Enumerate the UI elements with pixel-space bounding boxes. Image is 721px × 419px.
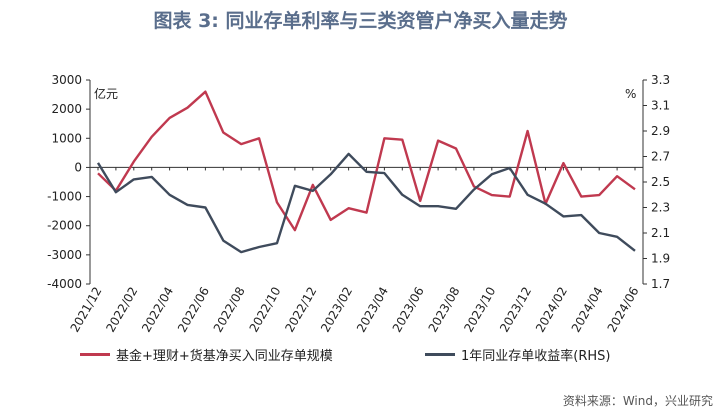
x-tick-label: 2022/08 — [211, 285, 248, 335]
left-tick-label: 1000 — [51, 131, 82, 145]
right-tick-label: 3.3 — [651, 73, 670, 87]
x-tick-label: 2023/06 — [390, 285, 427, 335]
right-tick-label: 1.9 — [651, 252, 670, 266]
chart-title: 图表 3: 同业存单利率与三类资管户净买入量走势 — [153, 10, 568, 32]
x-tick-label: 2023/12 — [497, 285, 534, 335]
left-tick-label: 3000 — [51, 73, 82, 87]
left-tick-label: -2000 — [47, 219, 82, 233]
left-unit-label: 亿元 — [94, 86, 118, 101]
legend-swatch-flow — [80, 353, 110, 356]
x-tick-label: 2023/08 — [426, 285, 463, 335]
x-tick-label: 2022/04 — [139, 285, 176, 335]
legend-label-flow: 基金+理财+货基净买入同业存单规模 — [116, 349, 333, 364]
source-note: 资料来源：Wind，兴业研究 — [562, 394, 713, 408]
right-tick-label: 3.1 — [651, 99, 670, 113]
right-tick-label: 2.1 — [651, 226, 670, 240]
legend-item-yield: 1年同业存单收益率(RHS) — [425, 345, 610, 364]
x-tick-label: 2023/04 — [354, 285, 391, 335]
x-tick-label: 2023/10 — [461, 285, 498, 335]
legend-label-yield: 1年同业存单收益率(RHS) — [461, 349, 611, 364]
right-tick-label: 2.9 — [651, 124, 670, 138]
x-tick-label: 2024/06 — [605, 285, 642, 335]
x-tick-label: 2022/10 — [247, 285, 284, 335]
x-tick-label: 2022/06 — [175, 285, 212, 335]
legend-item-flow: 基金+理财+货基净买入同业存单规模 — [80, 345, 333, 364]
x-tick-label: 2022/02 — [103, 285, 140, 335]
legend-swatch-yield — [425, 353, 455, 356]
left-tick-label: -3000 — [47, 248, 82, 262]
right-tick-label: 2.3 — [651, 201, 670, 215]
legend: 基金+理财+货基净买入同业存单规模 1年同业存单收益率(RHS) — [80, 345, 680, 367]
right-tick-label: 2.5 — [651, 175, 670, 189]
plot-area — [96, 90, 636, 254]
right-tick-label: 2.7 — [651, 150, 670, 164]
left-tick-label: -4000 — [47, 277, 82, 291]
right-tick-label: 1.7 — [651, 277, 670, 291]
right-unit-label: % — [625, 87, 636, 101]
left-tick-label: 2000 — [51, 102, 82, 116]
x-tick-label: 2023/02 — [318, 285, 355, 335]
axes: 3000 2000 1000 0 -1000 -2000 -3000 -4000 3.3 3.1 2… — [47, 73, 670, 335]
x-tick-label: 2021/12 — [68, 285, 105, 335]
x-tick-label: 2022/12 — [282, 285, 319, 335]
x-tick-label: 2024/02 — [533, 285, 570, 335]
x-tick-label: 2024/04 — [569, 285, 606, 335]
left-tick-label: -1000 — [47, 190, 82, 204]
left-tick-label: 0 — [74, 160, 82, 174]
